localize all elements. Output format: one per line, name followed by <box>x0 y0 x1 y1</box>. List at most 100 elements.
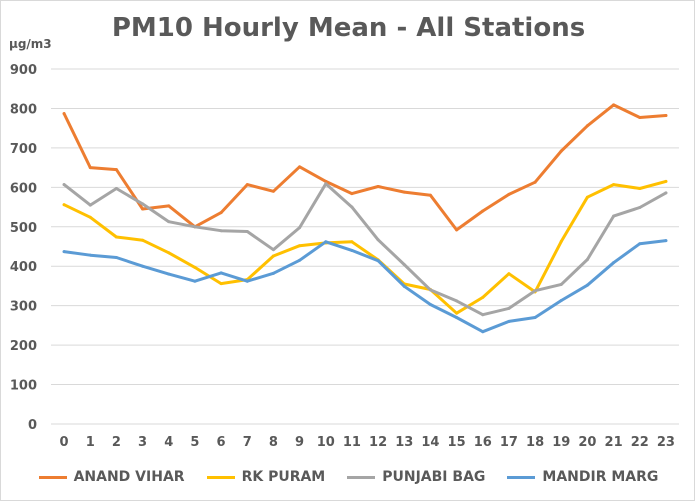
legend-label: ANAND VIHAR <box>73 469 185 485</box>
data-point <box>88 215 92 219</box>
data-point <box>271 254 275 258</box>
x-tick-label: 6 <box>217 435 226 450</box>
data-point <box>298 258 302 262</box>
data-point <box>114 235 118 239</box>
data-point <box>62 112 66 116</box>
x-tick-label: 21 <box>605 435 623 450</box>
data-point <box>350 248 354 252</box>
legend-swatch <box>206 475 235 479</box>
legend-item: MANDIR MARG <box>507 469 658 485</box>
x-tick-label: 18 <box>526 435 544 450</box>
data-point <box>271 271 275 275</box>
data-point <box>507 192 511 196</box>
data-point <box>402 263 406 267</box>
data-point <box>88 203 92 207</box>
data-point <box>612 214 616 218</box>
data-point <box>664 239 668 243</box>
data-point <box>638 205 642 209</box>
x-tick-label: 3 <box>138 435 147 450</box>
data-point <box>455 228 459 232</box>
x-tick-label: 22 <box>631 435 649 450</box>
data-point <box>533 180 537 184</box>
data-point <box>298 244 302 248</box>
data-point <box>455 299 459 303</box>
legend-label: MANDIR MARG <box>542 469 659 485</box>
x-tick-label: 12 <box>369 435 387 450</box>
chart-title: PM10 Hourly Mean - All Stations <box>111 13 586 43</box>
x-tick-label: 19 <box>552 435 570 450</box>
x-tick-label: 5 <box>190 435 199 450</box>
x-tick-label: 23 <box>657 435 675 450</box>
x-tick-label: 7 <box>243 435 252 450</box>
data-point <box>245 230 249 234</box>
data-point <box>455 316 459 319</box>
data-point <box>585 258 589 262</box>
data-point <box>324 240 328 244</box>
data-point <box>428 302 432 306</box>
data-point <box>664 179 668 183</box>
data-point <box>167 251 171 255</box>
data-point <box>612 103 616 107</box>
x-tick-label: 8 <box>269 435 278 450</box>
data-point <box>141 238 145 242</box>
y-tick-label: 100 <box>10 379 37 394</box>
data-point <box>612 261 616 265</box>
data-point <box>507 306 511 310</box>
legend-item: ANAND VIHAR <box>38 469 185 485</box>
x-tick-label: 4 <box>164 435 173 450</box>
y-tick-label: 200 <box>10 339 37 354</box>
x-tick-label: 16 <box>474 435 492 450</box>
data-point <box>664 114 668 118</box>
data-point <box>88 166 92 170</box>
data-point <box>219 271 223 275</box>
data-point <box>62 250 66 254</box>
data-point <box>428 193 432 197</box>
data-point <box>167 272 171 276</box>
y-tick-label: 400 <box>10 260 37 275</box>
y-tick-label: 0 <box>28 418 37 433</box>
data-point <box>481 330 485 334</box>
data-point <box>402 284 406 288</box>
data-point <box>559 282 563 286</box>
x-tick-label: 20 <box>578 435 596 450</box>
data-point <box>271 189 275 193</box>
x-tick-label: 9 <box>295 435 304 450</box>
y-tick-label: 900 <box>10 63 37 78</box>
data-point <box>376 185 380 189</box>
data-point <box>559 239 563 243</box>
data-point <box>559 149 563 153</box>
data-point <box>219 282 223 286</box>
data-point <box>533 316 537 319</box>
data-point <box>481 209 485 213</box>
data-point <box>62 183 66 187</box>
data-point <box>533 289 537 293</box>
data-point <box>585 195 589 199</box>
data-point <box>376 259 380 263</box>
data-point <box>114 168 118 172</box>
data-point <box>585 283 589 287</box>
data-point <box>507 319 511 323</box>
series-line-rk-puram <box>62 179 668 315</box>
legend-label: PUNJABI BAG <box>382 469 486 485</box>
data-point <box>219 211 223 215</box>
legend-swatch <box>347 475 376 479</box>
data-point <box>62 203 66 207</box>
data-point <box>245 279 249 283</box>
data-point <box>219 229 223 233</box>
data-point <box>481 313 485 317</box>
data-point <box>507 272 511 276</box>
y-tick-label: 600 <box>10 181 37 196</box>
legend-label: RK PURAM <box>241 469 326 485</box>
data-point <box>193 225 197 229</box>
data-point <box>324 179 328 183</box>
data-point <box>245 183 249 187</box>
data-point <box>141 202 145 206</box>
data-point <box>455 311 459 315</box>
x-tick-label: 15 <box>448 435 466 450</box>
y-axis-unit-label: µg/m3 <box>9 37 52 51</box>
y-tick-label: 300 <box>10 300 37 315</box>
data-point <box>271 248 275 252</box>
x-tick-label: 13 <box>395 435 413 450</box>
